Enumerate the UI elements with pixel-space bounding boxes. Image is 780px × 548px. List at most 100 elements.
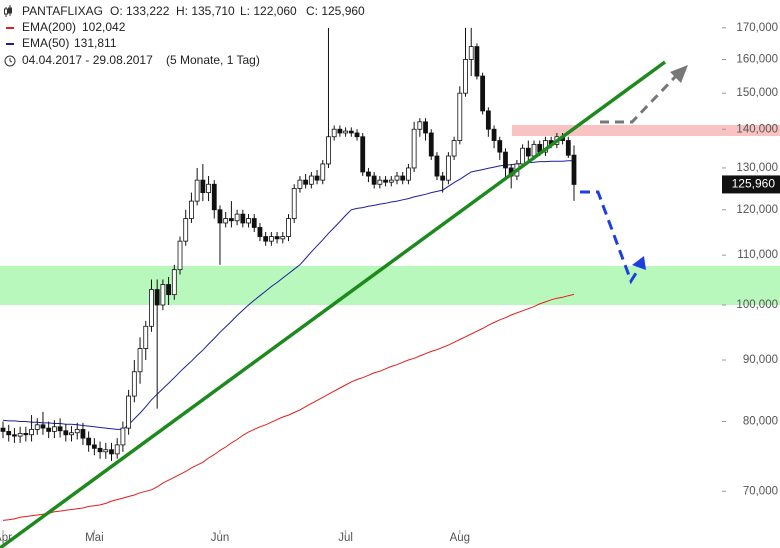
candle-body [394,175,400,181]
candle-body [417,121,423,130]
candle-body [131,371,137,397]
candle-body [491,128,497,141]
candle-body [69,432,74,436]
candle-body [257,227,263,237]
candle-body [354,132,360,138]
candle-icon [4,5,12,17]
candle-body [274,236,280,240]
candle-body [326,136,331,165]
candle-body [217,209,223,224]
ohlc-open: O: 133,222 [110,4,170,18]
candle-body [126,395,132,429]
candle-body [228,218,234,222]
candle-body [263,236,269,242]
candle-body [320,163,326,181]
candle-body [428,132,434,157]
candle-body [149,289,154,327]
ema-line [2,160,575,430]
candle-body [91,444,97,449]
candle-body [160,284,166,306]
x-tick-label: Mai [85,532,104,544]
candle-body [189,200,194,219]
legend-label: EMA(50) [22,36,69,50]
support-zone [0,266,780,305]
scenario-arrow-up [600,74,678,124]
candle-body [383,179,388,183]
y-tick-label: 70,000 [743,485,778,497]
candle-body [97,447,103,453]
x-tick-label: Apr [0,532,12,544]
candle-body [468,46,474,60]
candle-body [485,110,491,130]
candle-body [400,175,406,181]
candle-body [251,218,257,228]
candle-body [525,147,531,157]
candle-body [308,175,314,185]
candle-body [34,424,40,430]
y-tick-label: 150,000 [736,87,778,99]
candle-body [565,140,571,156]
candle-body [406,167,411,181]
candle-body [80,429,86,439]
candle-body [268,236,274,242]
candle-body [74,429,80,434]
candle-body [434,155,440,177]
candle-body [388,179,394,183]
candle-body [440,175,446,181]
candle-body [200,179,206,194]
candle-body [109,449,114,455]
candle-body [6,431,12,436]
trend-line [0,60,667,548]
candle-body [474,46,480,77]
x-tick-label: Jun [211,532,230,544]
ohlc-low: L: 122,060 [240,4,297,18]
candle-body [143,325,149,349]
ohlc-close: C: 125,960 [306,4,365,18]
candle-body [23,433,29,436]
candle-body [86,437,92,446]
candle-body [280,236,286,240]
candle-body [51,426,57,432]
price-tag [722,175,780,194]
ohlc-high: H: 135,710 [176,4,235,18]
candle-body [497,140,503,153]
candle-body [411,128,417,169]
x-tick-label: Aug [450,532,470,544]
axis: 70,000 80,000 90,000 100,000 110,000 120,000 1… [0,22,780,544]
candle-body [366,171,371,177]
y-tick-label: 160,000 [736,54,778,66]
candle-body [571,154,577,185]
candle-body [183,218,189,242]
candle-body [154,289,160,306]
candle-body [211,183,217,211]
candle-body [371,175,377,185]
legend-value: 131,811 [74,36,117,50]
candle-body [331,128,337,138]
candle-body [520,147,526,165]
resistance-zone [512,125,780,136]
candle-body [360,136,366,173]
plot-area [0,27,577,521]
candle-body [337,128,343,134]
candle-body [234,213,240,222]
candle-body [423,121,428,134]
candle-body [46,427,52,432]
candle-body [297,179,303,189]
candle-body [246,218,251,224]
candle-body [63,430,69,436]
candle-body [445,155,451,181]
candle-body [103,449,109,453]
candle-body [503,151,508,169]
candle-body [286,218,291,237]
candle-body [12,434,17,437]
period: (5 Monate, 1 Tag) [166,53,260,67]
candle-body [240,213,246,224]
candle-body [137,348,143,373]
legend-label: EMA(200) [22,20,76,34]
candle-body [463,59,468,94]
candle-body [206,183,211,194]
candle-body [29,429,34,436]
candle-body [451,140,457,157]
y-tick-label: 120,000 [736,204,778,216]
